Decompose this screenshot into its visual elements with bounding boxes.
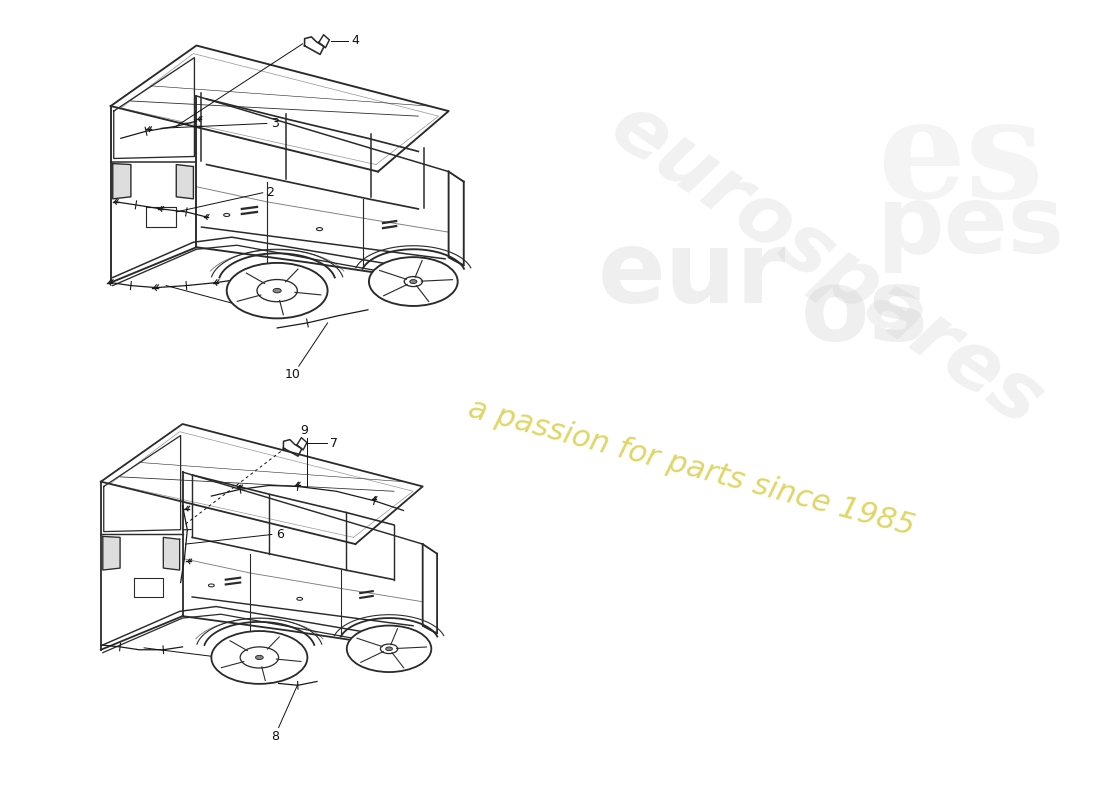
Polygon shape bbox=[176, 165, 194, 199]
Ellipse shape bbox=[404, 277, 422, 286]
Text: 5: 5 bbox=[263, 656, 272, 669]
Text: 10: 10 bbox=[285, 368, 301, 382]
Ellipse shape bbox=[273, 289, 282, 293]
Text: eur: eur bbox=[597, 226, 785, 324]
Ellipse shape bbox=[240, 647, 278, 668]
Ellipse shape bbox=[381, 644, 398, 654]
Text: 8: 8 bbox=[271, 730, 278, 742]
Ellipse shape bbox=[386, 647, 393, 650]
Text: a passion for parts since 1985: a passion for parts since 1985 bbox=[465, 394, 918, 541]
Ellipse shape bbox=[211, 631, 307, 684]
Ellipse shape bbox=[346, 626, 431, 672]
Ellipse shape bbox=[368, 257, 458, 306]
Text: 3: 3 bbox=[271, 117, 278, 130]
Polygon shape bbox=[102, 537, 120, 570]
Polygon shape bbox=[163, 538, 179, 570]
Ellipse shape bbox=[257, 279, 297, 302]
Text: 9: 9 bbox=[300, 424, 308, 438]
Text: 6: 6 bbox=[276, 528, 284, 541]
Text: 4: 4 bbox=[352, 34, 360, 47]
Text: 2: 2 bbox=[266, 186, 275, 199]
Text: 1: 1 bbox=[243, 298, 251, 311]
Text: os: os bbox=[801, 265, 928, 362]
Text: es: es bbox=[878, 93, 1044, 227]
Polygon shape bbox=[112, 163, 131, 199]
Text: pes: pes bbox=[877, 181, 1064, 273]
Ellipse shape bbox=[227, 263, 328, 318]
Text: eurospares: eurospares bbox=[595, 87, 1057, 443]
Ellipse shape bbox=[410, 280, 417, 283]
Ellipse shape bbox=[255, 655, 263, 659]
Text: 7: 7 bbox=[330, 437, 339, 450]
